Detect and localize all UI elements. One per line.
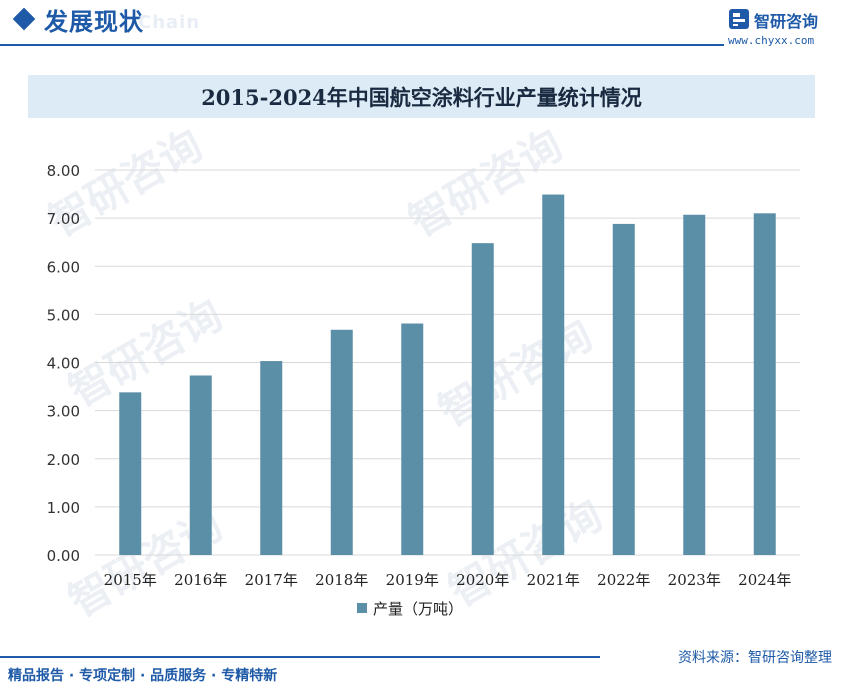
x-tick-label: 2021年 bbox=[527, 571, 580, 589]
y-axis-ticks: 0.00 1.00 2.00 3.00 4.00 5.00 6.00 7.00 8.00 bbox=[47, 162, 80, 565]
chart-title-bar: 2015-2024年中国航空涂料行业产量统计情况 bbox=[28, 75, 815, 118]
data-source: 资料来源：智研咨询整理 bbox=[678, 650, 832, 666]
header-ghost-text: Chain bbox=[138, 12, 201, 33]
bar bbox=[542, 194, 565, 555]
bars bbox=[119, 194, 776, 555]
y-tick-label: 7.00 bbox=[47, 210, 80, 228]
footer-tagline: 精品报告 · 专项定制 · 品质服务 · 专精特新 bbox=[8, 668, 278, 684]
bar bbox=[330, 329, 353, 555]
chart-legend: 产量（万吨） bbox=[357, 597, 463, 619]
x-tick-label: 2022年 bbox=[597, 571, 650, 589]
header-divider bbox=[0, 44, 724, 46]
footer-divider bbox=[0, 656, 600, 658]
section-title: 发展现状 bbox=[44, 8, 144, 36]
x-tick-label: 2018年 bbox=[315, 571, 368, 589]
bar bbox=[612, 223, 635, 555]
brand-name: 智研咨询 bbox=[754, 12, 819, 31]
bar bbox=[119, 392, 142, 555]
grid-lines bbox=[95, 169, 800, 556]
y-tick-label: 4.00 bbox=[47, 355, 80, 373]
y-tick-label: 0.00 bbox=[47, 547, 80, 565]
chart-title: 2015-2024年中国航空涂料行业产量统计情况 bbox=[201, 84, 642, 110]
x-tick-label: 2023年 bbox=[668, 571, 721, 589]
y-tick-label: 3.00 bbox=[47, 403, 80, 421]
brand-logo-icon bbox=[729, 9, 749, 29]
brand-url: www.chyxx.com bbox=[728, 34, 815, 47]
page-header: 发展现状 Chain 智研咨询 www.chyxx.com bbox=[0, 0, 846, 52]
bar bbox=[471, 243, 494, 555]
y-tick-label: 8.00 bbox=[47, 162, 80, 180]
x-axis-ticks: 2015年 2016年 2017年 2018年 2019年 2020年 2021年 2022年… bbox=[104, 571, 792, 589]
y-tick-label: 5.00 bbox=[47, 306, 80, 324]
x-tick-label: 2020年 bbox=[456, 571, 509, 589]
bar bbox=[260, 361, 283, 555]
legend-label: 产量（万吨） bbox=[373, 599, 464, 618]
bar-chart: 0.00 1.00 2.00 3.00 4.00 5.00 6.00 7.00 8.00 201… bbox=[47, 162, 800, 589]
legend-swatch bbox=[357, 603, 367, 613]
x-tick-label: 2015年 bbox=[104, 571, 157, 589]
bar bbox=[683, 214, 706, 555]
brand-block: 智研咨询 www.chyxx.com bbox=[728, 6, 838, 50]
x-tick-label: 2016年 bbox=[174, 571, 227, 589]
diamond-icon bbox=[12, 7, 36, 31]
bar bbox=[189, 375, 212, 555]
x-tick-label: 2019年 bbox=[386, 571, 439, 589]
x-tick-label: 2024年 bbox=[738, 571, 791, 589]
y-tick-label: 1.00 bbox=[47, 499, 80, 517]
bar bbox=[401, 323, 424, 555]
y-tick-label: 2.00 bbox=[47, 451, 80, 469]
bar bbox=[753, 213, 776, 555]
x-tick-label: 2017年 bbox=[245, 571, 298, 589]
y-tick-label: 6.00 bbox=[47, 258, 80, 276]
